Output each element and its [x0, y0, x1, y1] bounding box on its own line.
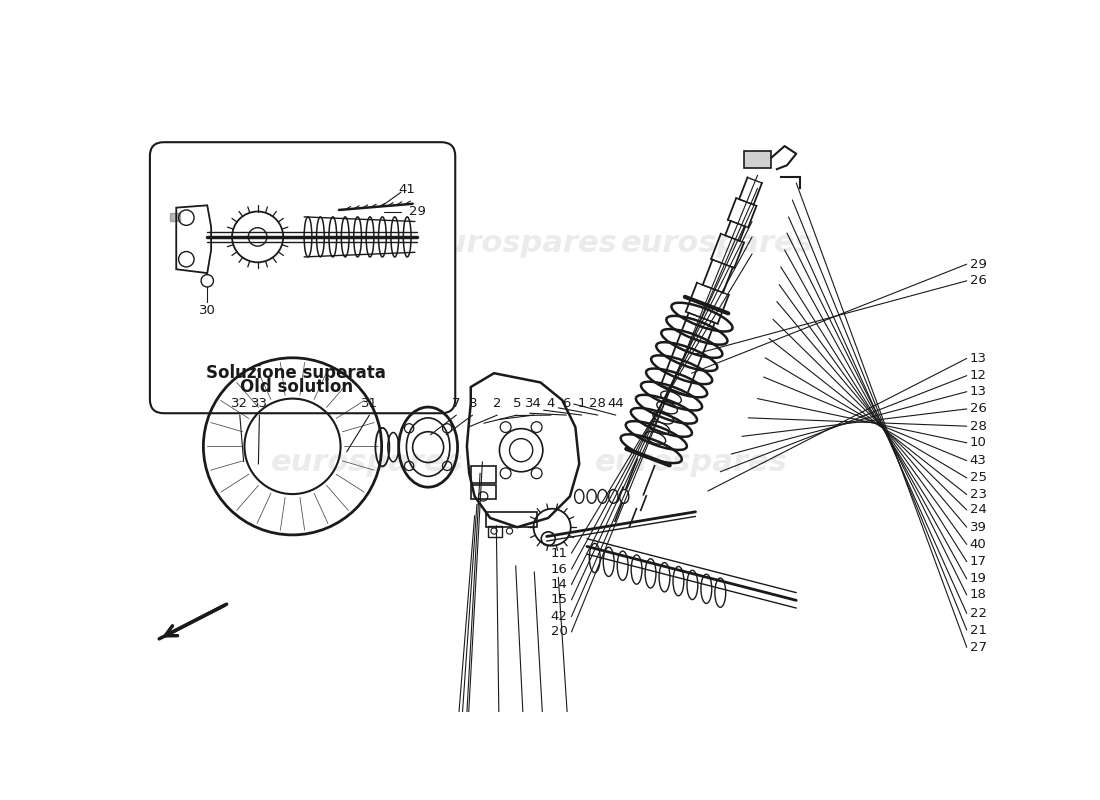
Text: 17: 17	[970, 555, 987, 568]
Polygon shape	[170, 213, 180, 221]
Text: 41: 41	[399, 183, 416, 197]
Text: 32: 32	[231, 397, 249, 410]
Text: 43: 43	[970, 454, 987, 467]
Text: 30: 30	[199, 303, 216, 317]
Text: 42: 42	[551, 610, 568, 623]
Text: 13: 13	[970, 385, 987, 398]
Bar	[471, 485, 495, 498]
Text: 15: 15	[551, 594, 568, 606]
Bar	[487, 526, 502, 538]
Text: 33: 33	[251, 397, 268, 410]
FancyBboxPatch shape	[150, 142, 455, 414]
Text: 14: 14	[551, 578, 568, 591]
Text: 11: 11	[551, 546, 568, 559]
Text: 12: 12	[970, 369, 987, 382]
Text: 21: 21	[970, 623, 987, 637]
Text: 39: 39	[970, 521, 987, 534]
Text: 27: 27	[970, 641, 987, 654]
Text: Soluzione superata: Soluzione superata	[207, 364, 386, 382]
Text: eurospares: eurospares	[425, 230, 617, 258]
Bar	[486, 512, 537, 527]
Text: 25: 25	[970, 471, 987, 485]
Text: 26: 26	[970, 274, 987, 287]
Text: 22: 22	[970, 607, 987, 620]
Text: eurospares: eurospares	[620, 230, 814, 258]
Text: 16: 16	[551, 562, 568, 575]
Text: 18: 18	[970, 589, 987, 602]
Text: 19: 19	[970, 573, 987, 586]
Text: 23: 23	[970, 488, 987, 501]
Text: 40: 40	[970, 538, 987, 551]
Text: 1: 1	[578, 397, 586, 410]
Text: 28: 28	[590, 397, 606, 410]
Text: 8: 8	[469, 397, 476, 410]
Text: 6: 6	[562, 397, 571, 410]
Bar	[471, 466, 495, 482]
Text: 5: 5	[513, 397, 521, 410]
Text: 29: 29	[970, 258, 987, 270]
Text: Old solution: Old solution	[240, 378, 353, 396]
Text: eurospares: eurospares	[272, 448, 464, 477]
Text: eurospares: eurospares	[595, 448, 788, 477]
Text: 10: 10	[970, 436, 987, 450]
Text: 7: 7	[452, 397, 461, 410]
Text: 44: 44	[607, 397, 624, 410]
Text: 34: 34	[526, 397, 542, 410]
Bar	[744, 151, 771, 168]
Text: 24: 24	[970, 503, 987, 517]
Text: 28: 28	[970, 420, 987, 433]
Text: 4: 4	[547, 397, 556, 410]
Text: 20: 20	[551, 626, 568, 638]
Text: 13: 13	[970, 352, 987, 365]
Text: 26: 26	[970, 402, 987, 415]
Text: 2: 2	[493, 397, 502, 410]
Text: 29: 29	[409, 205, 426, 218]
Text: 31: 31	[361, 397, 378, 410]
